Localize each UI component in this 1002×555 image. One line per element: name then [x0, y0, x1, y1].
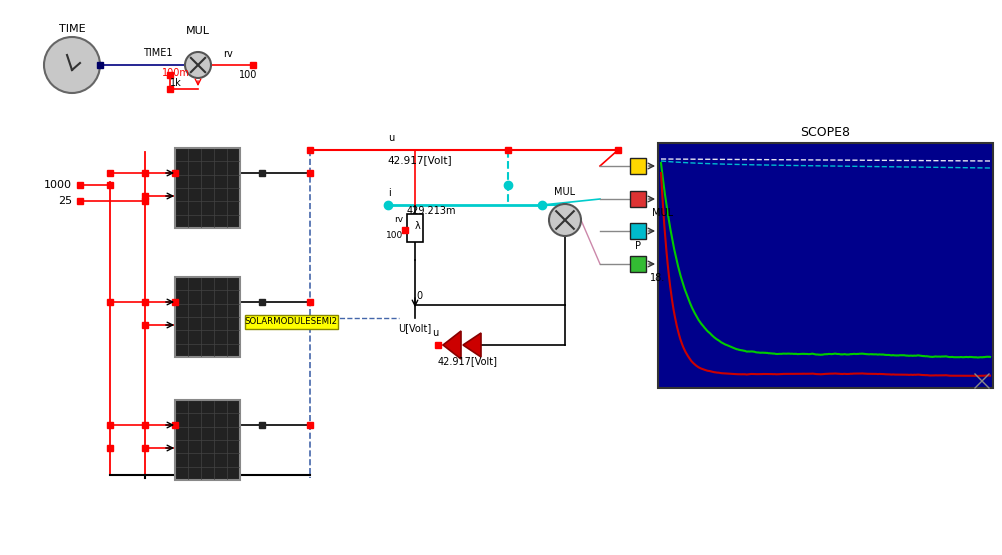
Text: 429.213m: 429.213m	[407, 206, 456, 216]
Bar	[629, 158, 645, 174]
Text: MUL: MUL	[554, 187, 575, 197]
Bar	[657, 143, 992, 388]
Text: 1000: 1000	[44, 180, 72, 190]
Text: U[Volt]: U[Volt]	[398, 323, 431, 333]
Text: 42.917[Volt]: 42.917[Volt]	[388, 155, 452, 165]
Text: i: i	[388, 188, 391, 198]
Text: 1k: 1k	[170, 78, 181, 88]
Text: u: u	[388, 133, 394, 143]
Text: P: P	[634, 241, 640, 251]
Text: rv: rv	[394, 215, 403, 225]
Bar	[407, 214, 423, 242]
Text: u: u	[432, 328, 438, 338]
Bar	[174, 400, 239, 480]
Bar	[629, 256, 645, 272]
Text: 100: 100	[238, 70, 257, 80]
Text: MUL: MUL	[651, 208, 673, 218]
Text: 18.: 18.	[649, 273, 664, 283]
Bar	[244, 315, 338, 329]
Text: SOLARMODULESEMI2: SOLARMODULESEMI2	[244, 317, 338, 326]
Bar	[174, 148, 239, 228]
Text: 25: 25	[58, 196, 72, 206]
Text: 100m: 100m	[162, 68, 189, 78]
Bar	[174, 277, 239, 357]
Text: 100: 100	[386, 231, 403, 240]
Text: 42.917[Volt]: 42.917[Volt]	[438, 356, 498, 366]
Circle shape	[548, 204, 580, 236]
Text: rv: rv	[222, 49, 232, 59]
Polygon shape	[463, 333, 481, 357]
Text: MUL: MUL	[185, 26, 209, 36]
Bar	[629, 191, 645, 207]
Text: SCOPE8: SCOPE8	[800, 125, 850, 139]
Circle shape	[44, 37, 100, 93]
Text: 0: 0	[416, 291, 422, 301]
Bar	[629, 223, 645, 239]
Circle shape	[184, 52, 210, 78]
Text: λ: λ	[415, 221, 421, 231]
Text: TIME1: TIME1	[143, 48, 172, 58]
Polygon shape	[443, 331, 461, 359]
Text: TIME: TIME	[59, 24, 85, 34]
